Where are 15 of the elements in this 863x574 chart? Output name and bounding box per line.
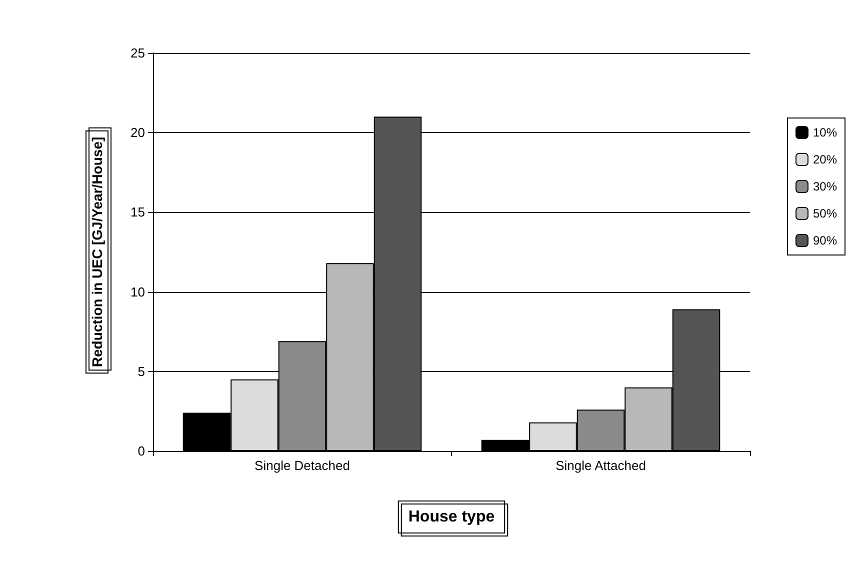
y-tick-label: 5 [138, 364, 145, 379]
y-axis-title: Reduction in UEC [GJ/Year/House] [89, 136, 105, 368]
y-tick-label: 15 [130, 204, 145, 220]
x-axis-title: House type [408, 508, 495, 526]
legend-label: 50% [812, 206, 838, 220]
legend-label: 10% [812, 126, 838, 140]
x-tick-label: Single Attached [556, 458, 646, 473]
x-tick-label: Single Detached [254, 458, 350, 473]
y-tick-label: 25 [130, 46, 145, 60]
y-tick-label: 20 [130, 125, 145, 140]
y-tick-label: 0 [138, 444, 145, 458]
legend-label: 30% [812, 180, 838, 194]
y-tick-label: 10 [130, 284, 145, 300]
legend-label: 90% [812, 234, 838, 248]
legend-label: 20% [812, 152, 838, 166]
